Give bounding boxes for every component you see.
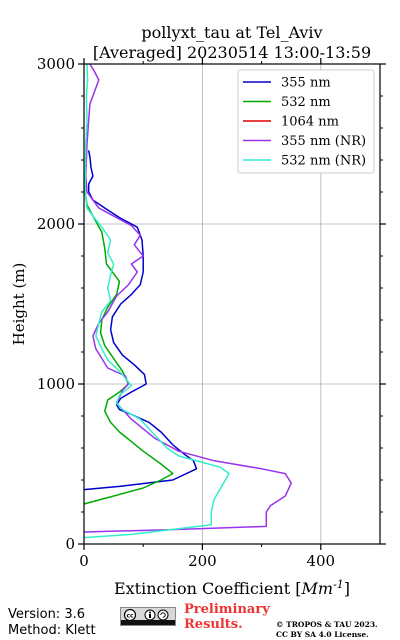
x-tick-label: 400 bbox=[306, 552, 335, 570]
plot-frame bbox=[83, 63, 381, 545]
y-axis-label: Height (m) bbox=[10, 263, 28, 346]
x-axis-label: Extinction Coefficient [Mm-1] bbox=[114, 578, 350, 599]
legend-label-5: 532 nm (NR) bbox=[281, 154, 366, 169]
cc-license-badge: cc bbox=[120, 607, 176, 626]
x-axis-label-exponent: -1 bbox=[333, 578, 344, 591]
tick-layer: 0 200 400 0 1000 2000 3000 bbox=[37, 55, 386, 570]
preliminary-line-1: Preliminary bbox=[184, 602, 270, 617]
y-tick-label: 0 bbox=[65, 535, 75, 553]
axes-frame bbox=[83, 63, 381, 545]
x-tick-label: 200 bbox=[188, 552, 217, 570]
x-axis-label-prefix: Extinction Coefficient [ bbox=[114, 579, 302, 598]
series-line-5 bbox=[83, 63, 230, 539]
legend-label-1: 355 nm bbox=[281, 76, 331, 91]
footer-info: Version: 3.6 Method: Klett bbox=[8, 607, 96, 639]
method-text: Method: Klett bbox=[8, 623, 96, 638]
copyright-notice: © TROPOS & TAU 2023. CC BY SA 4.0 Licens… bbox=[276, 620, 378, 640]
chart-title: pollyxt_tau at Tel_Aviv bbox=[141, 23, 322, 42]
y-tick-label: 3000 bbox=[37, 55, 75, 73]
x-axis-label-unit: Mm bbox=[301, 579, 334, 598]
chart-plot: pollyxt_tau at Tel_Aviv [Averaged] 20230… bbox=[10, 23, 386, 599]
legend: 355 nm 532 nm 1064 nm 355 nm (NR) 532 nm (NR… bbox=[237, 69, 375, 174]
preliminary-line-2: Results. bbox=[184, 617, 243, 632]
legend-label-4: 355 nm (NR) bbox=[281, 134, 366, 149]
legend-box bbox=[237, 69, 375, 174]
series-layer bbox=[83, 63, 292, 539]
copyright-line-1: © TROPOS & TAU 2023. bbox=[276, 620, 378, 629]
preliminary-results: Preliminary Results. bbox=[184, 602, 270, 632]
svg-text:cc: cc bbox=[126, 613, 134, 620]
y-tick-label: 2000 bbox=[37, 215, 75, 233]
chart-subtitle: [Averaged] 20230514 13:00-13:59 bbox=[93, 43, 371, 62]
y-tick-label: 1000 bbox=[37, 375, 75, 393]
legend-label-2: 532 nm bbox=[281, 95, 331, 110]
x-axis-label-suffix: ] bbox=[344, 579, 350, 598]
series-line-4 bbox=[83, 63, 292, 533]
copyright-line-2: CC BY SA 4.0 License. bbox=[276, 630, 369, 639]
cc-badge-bar bbox=[121, 620, 175, 625]
x-tick-label: 0 bbox=[79, 552, 89, 570]
series-line-2 bbox=[83, 191, 174, 505]
cc-icons: cc bbox=[123, 608, 169, 622]
version-text: Version: 3.6 bbox=[8, 607, 85, 622]
legend-label-3: 1064 nm bbox=[281, 115, 339, 130]
